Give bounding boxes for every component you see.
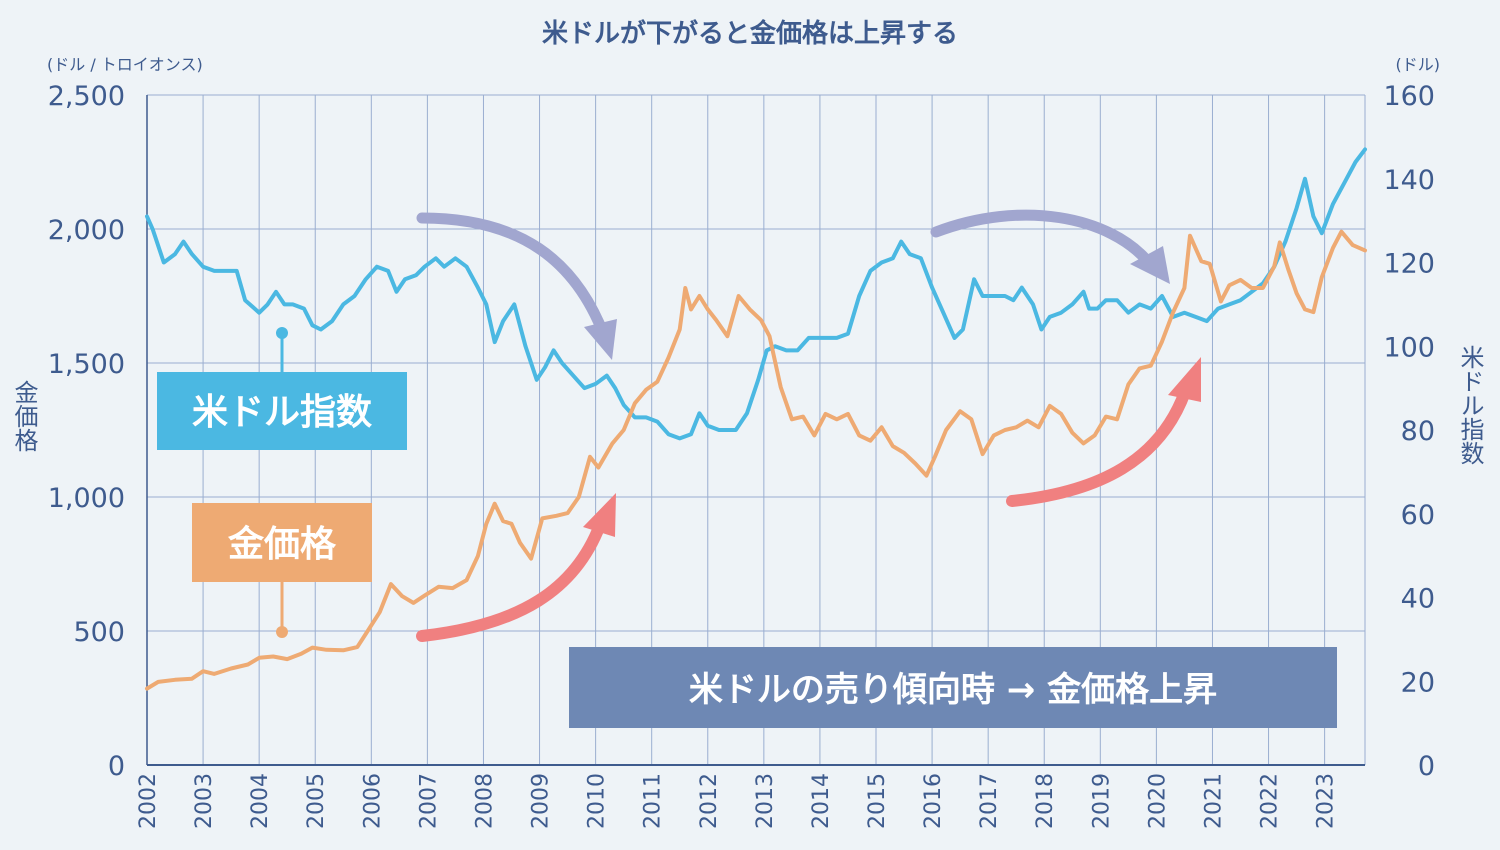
x-tick-label: 2018	[1033, 773, 1058, 829]
left-tick-label: 1,000	[48, 483, 125, 514]
left-tick-label: 2,000	[48, 215, 125, 246]
x-tick-label: 2013	[753, 773, 778, 829]
left-axis-ticks: 0 500 1,000 1,500 2,000 2,500	[48, 81, 125, 782]
x-tick-label: 2021	[1201, 773, 1226, 829]
right-tick-label: 140	[1383, 165, 1435, 196]
right-tick-label: 160	[1383, 81, 1435, 112]
gold-up-arrowhead-2	[1168, 357, 1201, 402]
x-tick-label: 2009	[529, 773, 554, 829]
right-tick-label: 60	[1401, 500, 1435, 531]
right-tick-label: 20	[1401, 667, 1435, 698]
right-tick-label: 40	[1401, 584, 1435, 615]
x-tick-label: 2010	[585, 773, 610, 829]
right-tick-label: 100	[1383, 332, 1435, 363]
trend-arrows	[416, 209, 1201, 642]
x-axis-ticks: 2002 2003 2004 2005 2006 2007 2008 2009 2010 2011…	[136, 773, 1339, 829]
left-axis-label-text: 金価格	[10, 380, 38, 452]
x-tick-label: 2022	[1258, 773, 1283, 829]
series-line-gold-price	[145, 229, 1367, 691]
series-line-dollar-index	[145, 147, 1367, 441]
left-tick-label: 500	[73, 617, 125, 648]
x-tick-label: 2002	[136, 773, 161, 829]
x-tick-label: 2012	[697, 773, 722, 829]
left-tick-label: 2,500	[48, 81, 125, 112]
left-tick-label: 0	[108, 751, 125, 782]
gold-up-arrow-1	[416, 519, 606, 642]
gold-label-text: 金価格	[227, 523, 337, 565]
right-tick-label: 120	[1383, 249, 1435, 280]
dollar-down-arrowhead-2	[1130, 246, 1170, 284]
x-tick-label: 2019	[1089, 773, 1114, 829]
x-tick-label: 2006	[360, 773, 385, 829]
left-axis-label: 金価格	[10, 380, 38, 452]
x-tick-label: 2015	[865, 773, 890, 829]
gold-callout-dot	[276, 626, 288, 638]
gold-up-arrow-2	[1006, 386, 1191, 507]
right-axis-unit: (ドル)	[1396, 55, 1441, 74]
gold-label-box	[192, 503, 372, 582]
x-tick-label: 2004	[248, 773, 273, 829]
x-tick-label: 2008	[472, 773, 497, 829]
left-tick-label: 1,500	[48, 349, 125, 380]
gold-up-arrowhead-1	[583, 493, 616, 537]
left-axis-unit: (ドル / トロイオンス)	[47, 55, 203, 74]
dollar-label-box	[157, 372, 407, 450]
right-tick-label: 0	[1418, 751, 1435, 782]
right-axis-label: 米ドル指数	[1456, 345, 1484, 465]
dollar-down-arrowhead-1	[584, 319, 617, 360]
dollar-down-arrow-1	[416, 212, 610, 341]
right-axis-label-text: 米ドル指数	[1456, 345, 1484, 465]
x-tick-label: 2007	[416, 773, 441, 829]
dollar-down-arrow-2	[930, 209, 1156, 270]
x-tick-label: 2023	[1314, 773, 1339, 829]
x-tick-label: 2011	[641, 773, 666, 829]
summary-banner	[569, 647, 1337, 728]
dollar-callout-dot	[276, 327, 288, 339]
x-tick-label: 2003	[192, 773, 217, 829]
summary-banner-text: 米ドルの売り傾向時 → 金価格上昇	[689, 670, 1217, 710]
x-tick-label: 2014	[809, 773, 834, 829]
x-tick-label: 2005	[304, 773, 329, 829]
x-tick-label: 2016	[921, 773, 946, 829]
right-tick-label: 80	[1401, 416, 1435, 447]
dollar-label-text: 米ドル指数	[192, 392, 372, 433]
x-tick-label: 2020	[1145, 773, 1170, 829]
right-axis-ticks: 0 20 40 60 80 100 120 140 160	[1383, 81, 1435, 782]
chart-title: 米ドルが下がると金価格は上昇する	[542, 18, 958, 49]
x-tick-label: 2017	[977, 773, 1002, 829]
series-layer	[145, 147, 1367, 691]
